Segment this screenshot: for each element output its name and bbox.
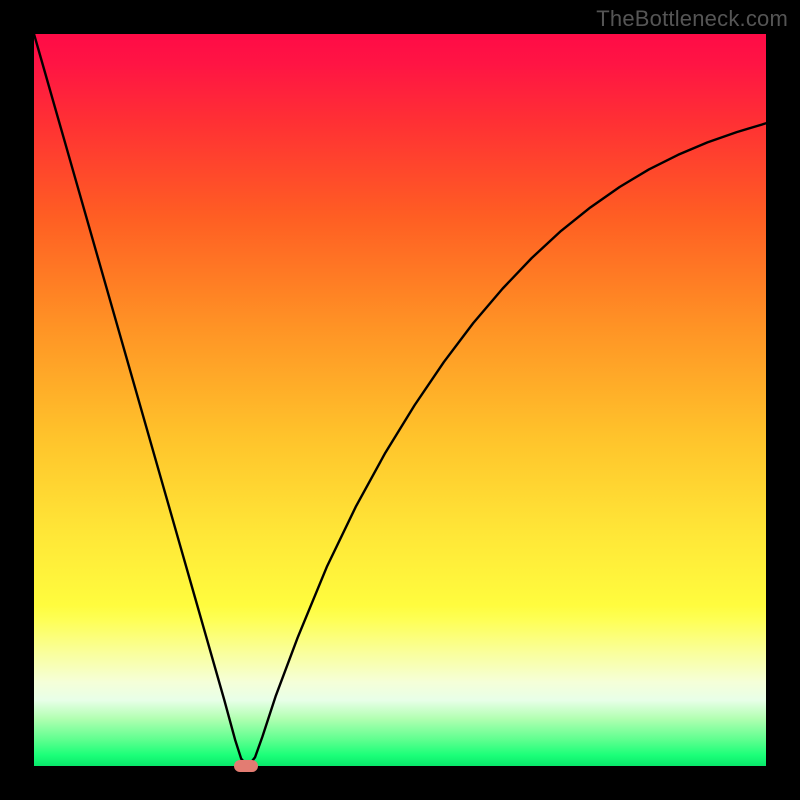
minimum-marker [234,760,258,772]
chart-frame: TheBottleneck.com [0,0,800,800]
plot-area [34,34,766,766]
bottleneck-curve [34,34,766,766]
watermark-text: TheBottleneck.com [596,6,788,32]
